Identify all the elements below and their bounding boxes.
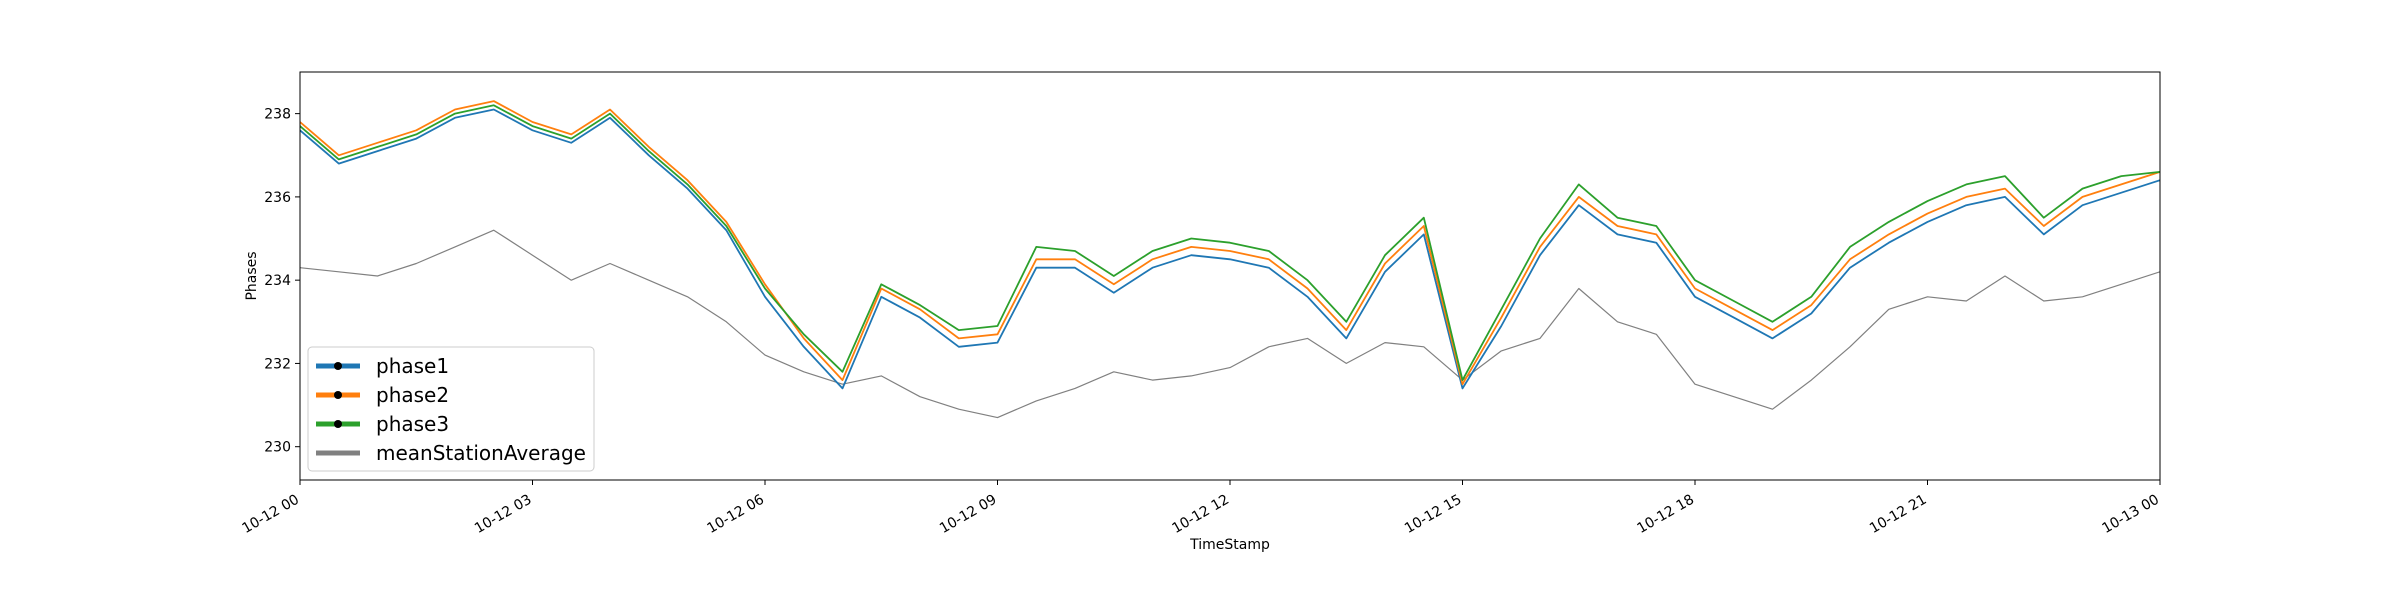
x-tick-label: 10-12 18 (1634, 492, 1697, 537)
legend-marker (334, 391, 342, 399)
x-tick-label: 10-12 06 (704, 492, 767, 537)
y-tick-label: 234 (264, 273, 291, 289)
legend-box (307, 346, 595, 472)
series-line-phase2 (299, 100, 2161, 386)
x-tick-label: 10-12 00 (239, 492, 302, 537)
x-axis-label: TimeStamp (1189, 537, 1270, 553)
legend-marker (334, 420, 342, 428)
series-layer (299, 100, 2161, 419)
x-tick-label: 10-12 12 (1169, 492, 1232, 537)
legend-label-phase1: phase1 (376, 354, 449, 378)
y-tick-label: 238 (264, 107, 291, 123)
legend-label-phase3: phase3 (376, 412, 449, 436)
series-line-phase3 (299, 104, 2161, 381)
x-tick-label: 10-13 00 (2099, 492, 2162, 537)
y-tick-label: 236 (264, 190, 291, 206)
series-line-meanStationAverage (299, 229, 2161, 419)
y-tick-label: 230 (264, 440, 291, 456)
series-line-phase1 (299, 108, 2161, 390)
legend: phase1 phase2 phase3 meanStationAverage (307, 346, 595, 472)
y-axis-label: Phases (244, 251, 260, 300)
legend-label-phase2: phase2 (376, 383, 449, 407)
y-axis-ticks: 230 232 234 236 238 (264, 107, 300, 456)
y-tick-label: 232 (264, 356, 291, 372)
x-tick-label: 10-12 09 (937, 492, 1000, 537)
x-tick-label: 10-12 21 (1867, 492, 1930, 537)
legend-label-meanStationAverage: meanStationAverage (376, 441, 586, 465)
legend-marker (334, 362, 342, 370)
x-tick-label: 10-12 15 (1402, 492, 1465, 537)
plot-background (300, 72, 2160, 480)
x-axis-ticks: 10-12 00 10-12 03 10-12 06 10-12 09 10-12 12… (239, 480, 2162, 537)
x-tick-label: 10-12 03 (472, 492, 535, 537)
